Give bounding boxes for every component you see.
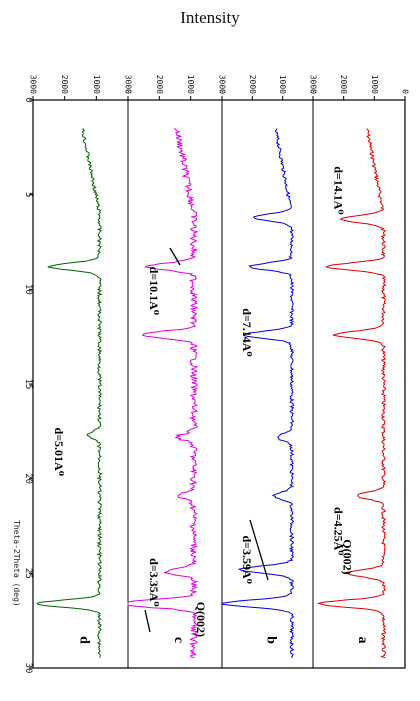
panel-label-b: b [264,636,279,644]
y-tick-label-b-3000: 3000 [218,75,227,94]
intensity-header: Intensity [180,8,240,27]
y-tick-label-a-0: 0 [401,89,410,94]
y-tick-label-d-2000: 2000 [60,75,69,94]
series-line-a [316,128,387,659]
y-tick-label-b-2000: 2000 [248,75,257,94]
y-tick-label-a-3000: 3000 [309,75,318,94]
panel-label-a: a [355,637,370,644]
y-tick-label-a-1000: 1000 [370,75,379,94]
annotation-c-2: Q(002) [194,602,208,637]
x-tick-label-10: 10 [23,284,33,295]
arrow-0 [249,519,269,581]
annotation-c-0: d=10.1A⁰ [147,267,161,315]
series-line-b [221,128,295,659]
x-tick-label-30: 30 [23,663,33,674]
y-tick-label-d-1000: 1000 [92,75,101,94]
annotation-b-0: d=7.14A⁰ [240,308,254,356]
y-tick-label-c-2000: 2000 [155,75,164,94]
y-tick-label-d-3000: 3000 [29,75,38,94]
annotation-c-1: d=3.35A⁰ [147,558,161,606]
annotation-a-0: d=14.1A⁰ [331,166,345,214]
x-tick-label-5: 5 [23,192,33,197]
x-tick-label-15: 15 [23,379,33,390]
x-tick-label-25: 25 [23,568,33,579]
y-tick-label-c-1000: 1000 [186,75,195,94]
annotation-d-0: d=5.01A⁰ [52,428,66,476]
x-tick-label-20: 20 [23,473,33,484]
annotation-a-1: d=4.25A⁰ [331,507,345,555]
arrow-1 [169,247,181,266]
y-tick-label-c-0: 0 [218,89,227,94]
y-tick-label-b-0: 0 [309,89,318,94]
annotation-a-2: Q(002) [341,539,355,574]
y-tick-label-c-3000: 3000 [124,75,133,94]
panel-label-d: d [77,636,92,644]
series-line-c [127,128,199,659]
y-tick-label-d-0: 0 [124,89,133,94]
x-axis-title: Theta-2Theta (deg) [12,520,21,607]
y-tick-label-b-1000: 1000 [278,75,287,94]
arrow-2 [144,609,151,633]
y-tick-label-a-2000: 2000 [339,75,348,94]
plot-frame [32,99,406,669]
x-tick-label-0: 0 [23,97,33,102]
series-line-d [36,128,103,658]
annotation-b-1: d=3.59A⁰ [240,535,254,583]
panel-label-c: c [171,637,186,643]
